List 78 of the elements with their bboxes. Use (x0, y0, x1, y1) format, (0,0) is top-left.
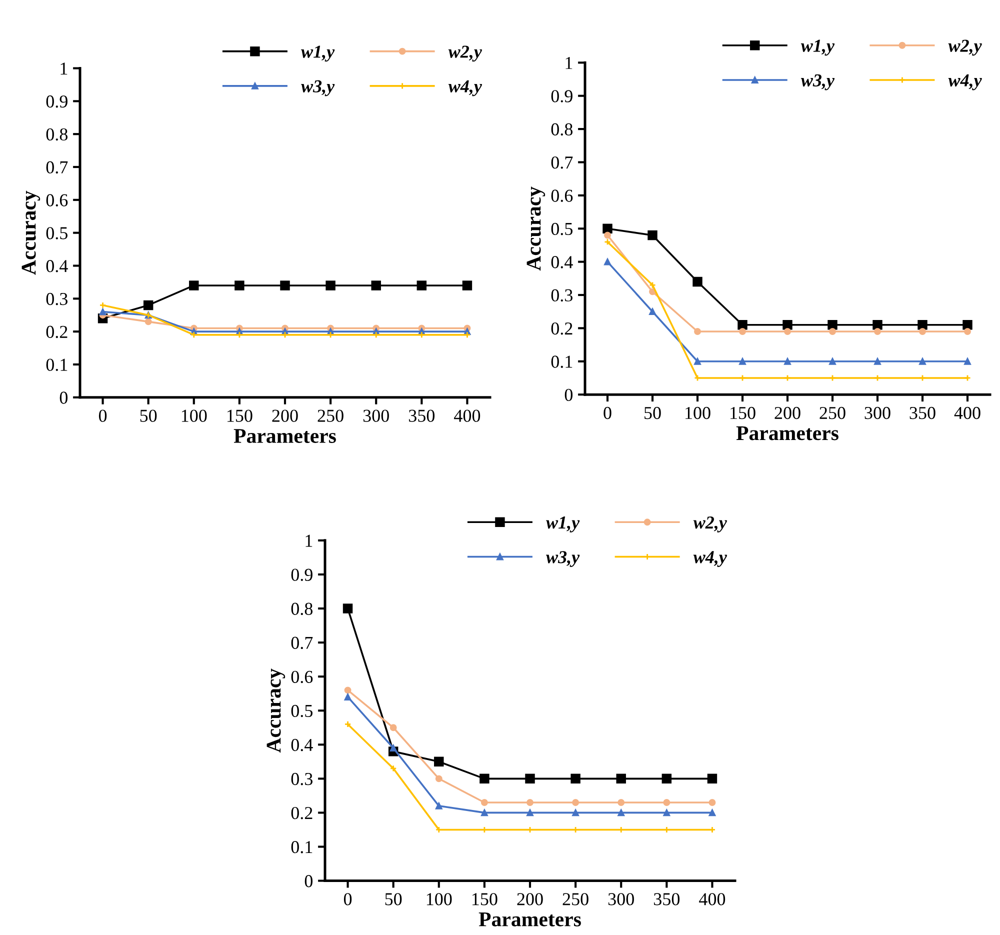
y-tick-label: 0.2 (551, 322, 572, 335)
legend-label: w4,y (948, 74, 982, 90)
y-tick-label: 0.7 (46, 161, 68, 174)
y-tick-label: 0.1 (551, 356, 572, 368)
y-tick-label: 0.9 (291, 568, 312, 581)
x-tick-label: 400 (699, 893, 726, 906)
y-tick-label: 0.2 (46, 326, 68, 338)
y-tick-label: 0.5 (46, 227, 68, 240)
y-tick-label: 0 (60, 392, 68, 404)
y-tick-label: 0.3 (291, 772, 312, 786)
x-tick-label: 350 (654, 893, 680, 906)
legend-label: w1,y (546, 516, 580, 532)
x-tick-label: 0 (604, 406, 612, 420)
y-tick-label: 1 (306, 534, 312, 547)
legend-label: w4,y (693, 551, 727, 567)
x-tick-label: 300 (608, 893, 634, 906)
y-tick-label: 0.1 (291, 840, 312, 854)
x-tick-label: 300 (864, 406, 890, 420)
x-tick-label: 250 (318, 410, 344, 422)
y-tick-label: 0.6 (46, 194, 68, 206)
x-tick-label: 350 (910, 406, 936, 420)
x-tick-label: 0 (344, 893, 352, 906)
legend-label: w1,y (301, 46, 335, 62)
y-tick-label: 0.9 (551, 90, 572, 102)
y-tick-label: 0.1 (46, 358, 68, 371)
y-axis-title: Accuracy (22, 190, 40, 275)
y-tick-label: 0.7 (291, 636, 313, 650)
x-tick-label: 50 (644, 406, 661, 420)
x-tick-label: 400 (454, 410, 480, 422)
legend-label: w3,y (301, 80, 335, 96)
y-tick-label: 0 (304, 875, 313, 888)
legend-label: w2,y (948, 40, 982, 56)
x-tick-label: 200 (774, 406, 800, 420)
y-tick-label: 0.8 (46, 128, 68, 141)
legend-label: w2,y (693, 516, 727, 532)
x-tick-label: 250 (820, 406, 846, 420)
x-tick-label: 100 (182, 410, 207, 422)
y-tick-label: 0.6 (551, 190, 573, 202)
legend-label: w3,y (546, 551, 580, 567)
x-axis-title: Parameters (478, 912, 581, 926)
y-tick-label: 0.4 (551, 256, 573, 268)
x-tick-label: 100 (426, 893, 452, 906)
y-tick-label: 0.3 (551, 289, 572, 302)
y-tick-label: 0.2 (291, 806, 312, 820)
x-tick-label: 200 (517, 893, 543, 906)
y-axis-title: Accuracy (526, 186, 546, 271)
x-axis-title: Parameters (736, 426, 838, 440)
legend-label: w3,y (800, 74, 835, 90)
y-tick-label: 0.9 (46, 95, 68, 108)
y-tick-label: 0.5 (291, 704, 312, 718)
x-tick-label: 300 (363, 410, 389, 422)
y-tick-label: 0.8 (551, 123, 573, 136)
x-tick-label: 50 (385, 893, 402, 906)
y-tick-label: 0.6 (291, 670, 313, 684)
x-tick-label: 50 (140, 410, 157, 422)
x-tick-label: 100 (686, 406, 710, 420)
legend-label: w1,y (800, 40, 835, 56)
x-tick-label: 150 (227, 410, 252, 422)
x-tick-label: 150 (730, 406, 756, 420)
y-tick-label: 0 (564, 388, 573, 402)
y-axis-title: Accuracy (266, 668, 286, 753)
x-tick-label: 0 (98, 410, 107, 422)
x-tick-label: 200 (272, 410, 298, 422)
y-tick-label: 0.7 (551, 156, 573, 169)
y-tick-label: 1 (566, 56, 572, 69)
x-tick-label: 150 (472, 893, 498, 906)
legend-label: w2,y (448, 46, 482, 62)
y-tick-label: 0.8 (291, 602, 313, 616)
y-tick-label: 0.4 (291, 738, 313, 752)
y-tick-label: 0.4 (46, 260, 68, 272)
x-tick-label: 400 (954, 406, 980, 420)
y-tick-label: 0.5 (551, 222, 572, 236)
y-tick-label: 0.3 (46, 292, 68, 306)
y-tick-label: 1 (60, 62, 68, 75)
x-tick-label: 250 (562, 893, 588, 906)
x-tick-label: 350 (408, 410, 435, 422)
legend-label: w4,y (448, 80, 482, 96)
x-axis-title: Parameters (234, 429, 336, 443)
